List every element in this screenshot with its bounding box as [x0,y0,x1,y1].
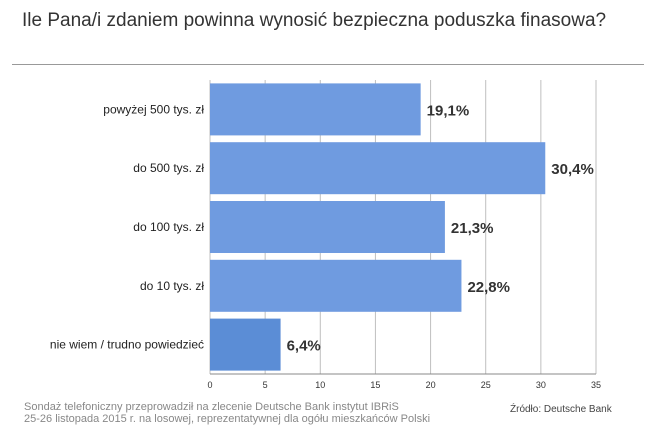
x-tick-label: 15 [370,380,380,390]
data-label: 30,4% [551,161,594,178]
x-tick-label: 10 [315,380,325,390]
x-tick-label: 25 [481,380,491,390]
x-tick-label: 30 [536,380,546,390]
survey-note: Sondaż telefoniczny przeprowadził na zle… [24,401,430,425]
x-tick-label: 5 [263,380,268,390]
data-label: 22,8% [467,279,510,296]
x-tick-label: 35 [591,380,601,390]
bar [210,318,281,371]
bar [210,201,445,253]
survey-note-line2: 25-26 listopada 2015 r. na losowej, repr… [24,413,431,425]
title-divider [12,64,644,65]
bar [210,83,421,136]
data-label: 21,3% [451,220,494,237]
category-label: do 500 tys. zł [133,161,204,175]
x-tick-label: 0 [207,380,212,390]
chart-title: Ile Pana/i zdaniem powinna wynosić bezpi… [22,10,607,31]
source-note: Źródło: Deutsche Bank [510,404,612,415]
category-label: nie wiem / trudno powiedzieć [50,338,204,352]
data-label: 6,4% [287,338,321,355]
category-label: do 10 tys. zł [140,279,204,293]
bar [210,142,546,195]
survey-note-line1: Sondaż telefoniczny przeprowadził na zle… [24,401,399,413]
category-label: powyżej 500 tys. zł [103,102,204,116]
data-label: 19,1% [427,102,470,119]
bar [210,259,462,312]
x-tick-label: 20 [426,380,436,390]
category-label: do 100 tys. zł [133,220,204,234]
